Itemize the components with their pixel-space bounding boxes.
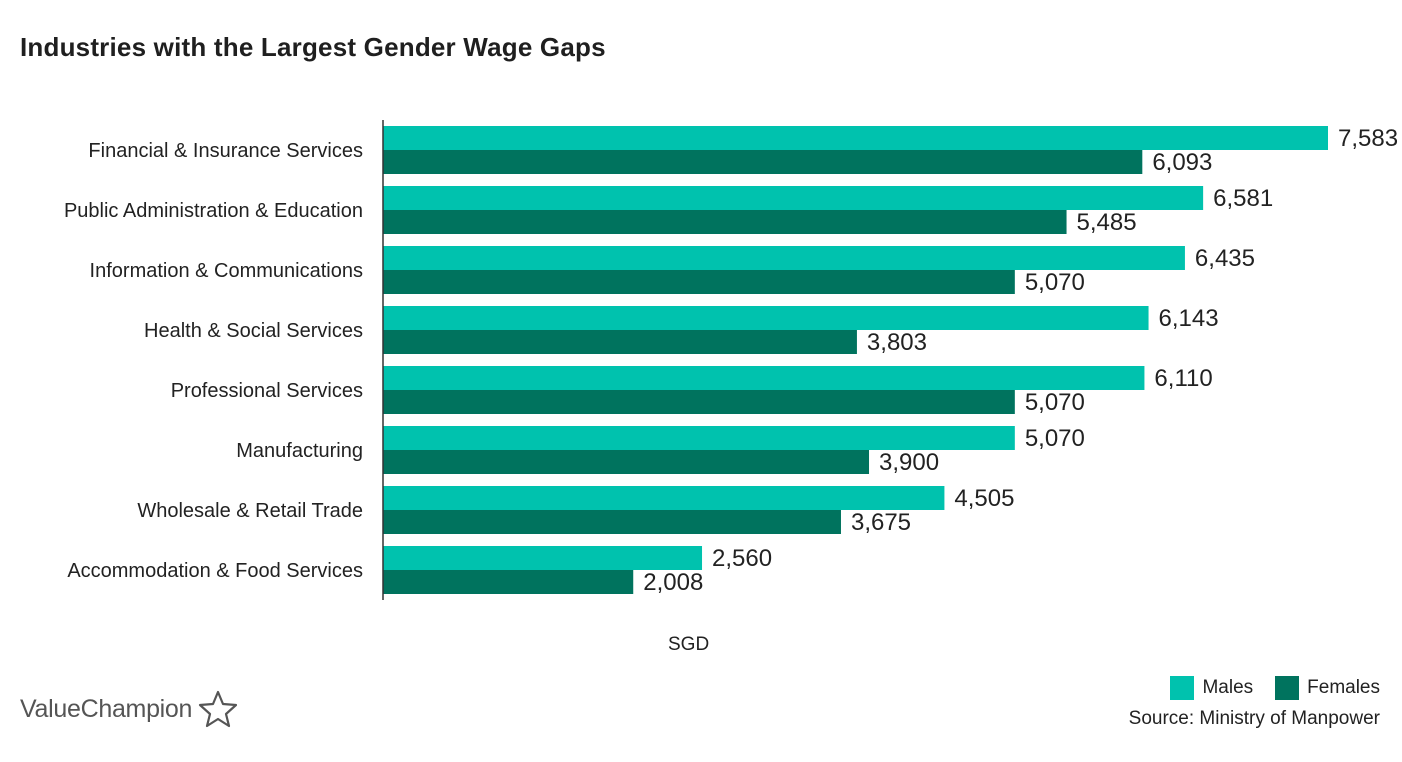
star-outline-icon bbox=[199, 690, 238, 728]
data-label-females: 6,093 bbox=[1152, 149, 1212, 176]
data-label-females: 5,485 bbox=[1077, 209, 1137, 236]
bar-males bbox=[383, 486, 945, 510]
data-label-females: 3,675 bbox=[851, 509, 911, 536]
bar-females bbox=[383, 390, 1015, 414]
brand-logo: ValueChampion bbox=[20, 690, 238, 728]
data-label-males: 6,143 bbox=[1159, 305, 1219, 332]
legend-label-females: Females bbox=[1307, 677, 1380, 698]
legend-swatch-females bbox=[1275, 676, 1300, 700]
data-label-males: 6,581 bbox=[1213, 185, 1273, 212]
category-label: Professional Services bbox=[171, 380, 363, 402]
category-label: Public Administration & Education bbox=[64, 200, 363, 222]
bar-males bbox=[383, 426, 1015, 450]
bar-females bbox=[383, 270, 1015, 294]
data-label-females: 3,803 bbox=[867, 329, 927, 356]
legend-item-females: Females bbox=[1275, 676, 1380, 700]
bar-males bbox=[383, 186, 1204, 210]
legend: Males Females bbox=[1156, 676, 1380, 700]
labels-group: Financial & Insurance Services 7,583 6,093… bbox=[64, 125, 1398, 596]
bar-males bbox=[383, 546, 703, 570]
brand-name: ValueChampion bbox=[20, 694, 193, 723]
category-label: Accommodation & Food Services bbox=[67, 560, 363, 582]
chart-title: Industries with the Largest Gender Wage … bbox=[20, 32, 606, 62]
legend-swatch-males bbox=[1170, 676, 1195, 700]
bar-females bbox=[383, 210, 1067, 234]
bar-males bbox=[383, 306, 1149, 330]
data-label-males: 7,583 bbox=[1338, 125, 1398, 152]
data-label-males: 6,110 bbox=[1154, 365, 1212, 392]
bar-females bbox=[383, 150, 1143, 174]
category-label: Manufacturing bbox=[236, 440, 363, 462]
bar-chart: Financial & Insurance Services 7,583 6,093… bbox=[64, 120, 1398, 600]
category-label: Financial & Insurance Services bbox=[88, 140, 363, 162]
x-axis-label: SGD bbox=[668, 634, 710, 655]
legend-item-males: Males bbox=[1170, 676, 1253, 700]
source-note: Source: Ministry of Manpower bbox=[1128, 708, 1380, 729]
legend-label-males: Males bbox=[1202, 677, 1254, 698]
data-label-males: 2,560 bbox=[712, 545, 772, 572]
data-label-females: 3,900 bbox=[879, 449, 939, 476]
category-label: Information & Communications bbox=[90, 260, 363, 282]
data-label-females: 2,008 bbox=[643, 569, 703, 596]
data-label-males: 6,435 bbox=[1195, 245, 1255, 272]
bar-females bbox=[383, 570, 634, 594]
bar-males bbox=[383, 366, 1145, 390]
data-label-females: 5,070 bbox=[1025, 269, 1085, 296]
bars-group bbox=[383, 126, 1328, 594]
bar-females bbox=[383, 510, 841, 534]
data-label-males: 4,505 bbox=[954, 485, 1014, 512]
bar-females bbox=[383, 330, 857, 354]
data-label-males: 5,070 bbox=[1025, 425, 1085, 452]
bar-males bbox=[383, 126, 1328, 150]
category-label: Wholesale & Retail Trade bbox=[137, 500, 363, 522]
bar-males bbox=[383, 246, 1185, 270]
bar-females bbox=[383, 450, 870, 474]
category-label: Health & Social Services bbox=[144, 320, 363, 342]
data-label-females: 5,070 bbox=[1025, 389, 1085, 416]
